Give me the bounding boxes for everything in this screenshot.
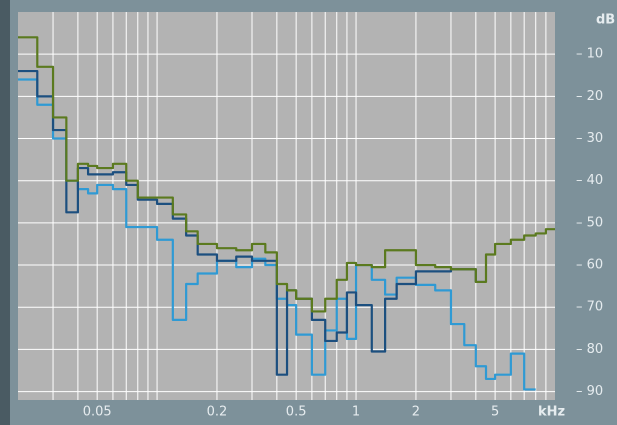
x-tick-label: 1: [352, 405, 360, 420]
y-tick-label: – 90: [576, 384, 603, 399]
x-tick-label: 2: [412, 405, 420, 420]
x-tick-label: 0.5: [286, 405, 307, 420]
x-axis-label: kHz: [538, 405, 565, 420]
y-tick-label: – 70: [576, 300, 603, 315]
y-tick-label: – 60: [576, 258, 603, 273]
series-line: [18, 69, 487, 376]
x-tick-label: 0.05: [83, 405, 112, 420]
x-tick-label: 5: [491, 405, 499, 420]
y-tick-label: – 40: [576, 173, 603, 188]
y-tick-label: – 80: [576, 342, 603, 357]
y-tick-label: – 50: [576, 215, 603, 230]
y-axis-label: dB: [596, 13, 615, 28]
series-line: [18, 36, 555, 313]
y-tick-label: – 10: [576, 47, 603, 62]
left-strip: [0, 0, 10, 425]
x-tick-label: 0.2: [207, 405, 228, 420]
y-tick-label: – 20: [576, 89, 603, 104]
y-tick-label: – 30: [576, 131, 603, 146]
